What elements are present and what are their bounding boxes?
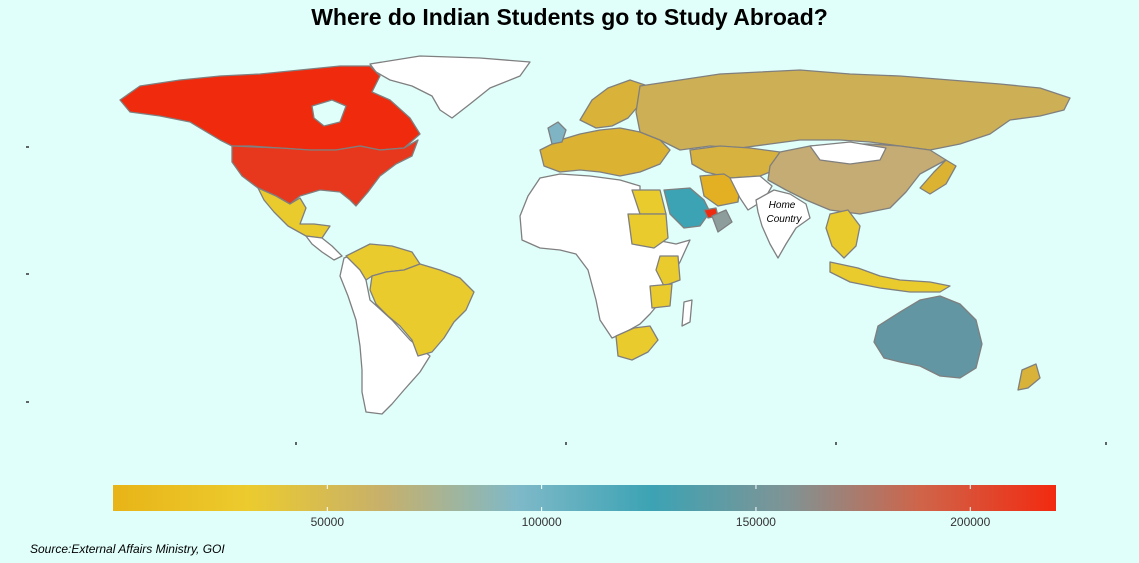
home-country-annotation: Home Country bbox=[766, 200, 802, 225]
central-america bbox=[305, 235, 343, 261]
country-canada[interactable] bbox=[119, 65, 421, 151]
chart-title: Where do Indian Students go to Study Abr… bbox=[311, 4, 828, 30]
legend-tick-label: 200000 bbox=[950, 515, 990, 529]
legend-tick-label: 100000 bbox=[522, 515, 562, 529]
country-kazakhstan[interactable] bbox=[689, 145, 781, 179]
home-label-line2: Country bbox=[766, 214, 802, 225]
country-japan[interactable] bbox=[919, 159, 957, 195]
country-madagascar bbox=[681, 299, 693, 327]
region-europe[interactable] bbox=[539, 127, 671, 177]
legend: 50000 100000 150000 200000 bbox=[113, 485, 1056, 529]
hudson-bay bbox=[311, 99, 347, 127]
country-russia[interactable] bbox=[635, 69, 1071, 151]
region-southeast-asia[interactable] bbox=[825, 209, 861, 259]
legend-colorbar bbox=[113, 485, 1056, 511]
axis-ticks bbox=[26, 146, 1107, 445]
region-indonesia[interactable] bbox=[829, 261, 951, 293]
country-oman[interactable] bbox=[711, 209, 733, 233]
country-sudan[interactable] bbox=[627, 213, 669, 249]
country-brazil[interactable] bbox=[369, 263, 475, 357]
legend-tick-label: 50000 bbox=[311, 515, 345, 529]
source-note: Source:External Affairs Ministry, GOI bbox=[30, 542, 225, 556]
country-greenland bbox=[369, 55, 531, 119]
home-label-line1: Home bbox=[769, 200, 796, 211]
legend-tick-label: 150000 bbox=[736, 515, 776, 529]
country-india-home bbox=[755, 189, 811, 259]
south-america-west bbox=[339, 249, 431, 415]
country-saudi-arabia[interactable] bbox=[663, 187, 711, 229]
country-mongolia bbox=[809, 141, 887, 165]
country-mexico[interactable] bbox=[257, 187, 331, 239]
country-south-africa[interactable] bbox=[615, 325, 659, 361]
country-uk[interactable] bbox=[547, 121, 567, 145]
country-new-zealand[interactable] bbox=[1017, 363, 1041, 391]
country-usa[interactable] bbox=[231, 139, 419, 207]
legend-ticks: 50000 100000 150000 200000 bbox=[311, 485, 991, 529]
country-iran[interactable] bbox=[699, 173, 741, 207]
country-tanzania[interactable] bbox=[649, 283, 673, 309]
country-kenya[interactable] bbox=[655, 255, 681, 287]
country-australia[interactable] bbox=[873, 295, 983, 379]
